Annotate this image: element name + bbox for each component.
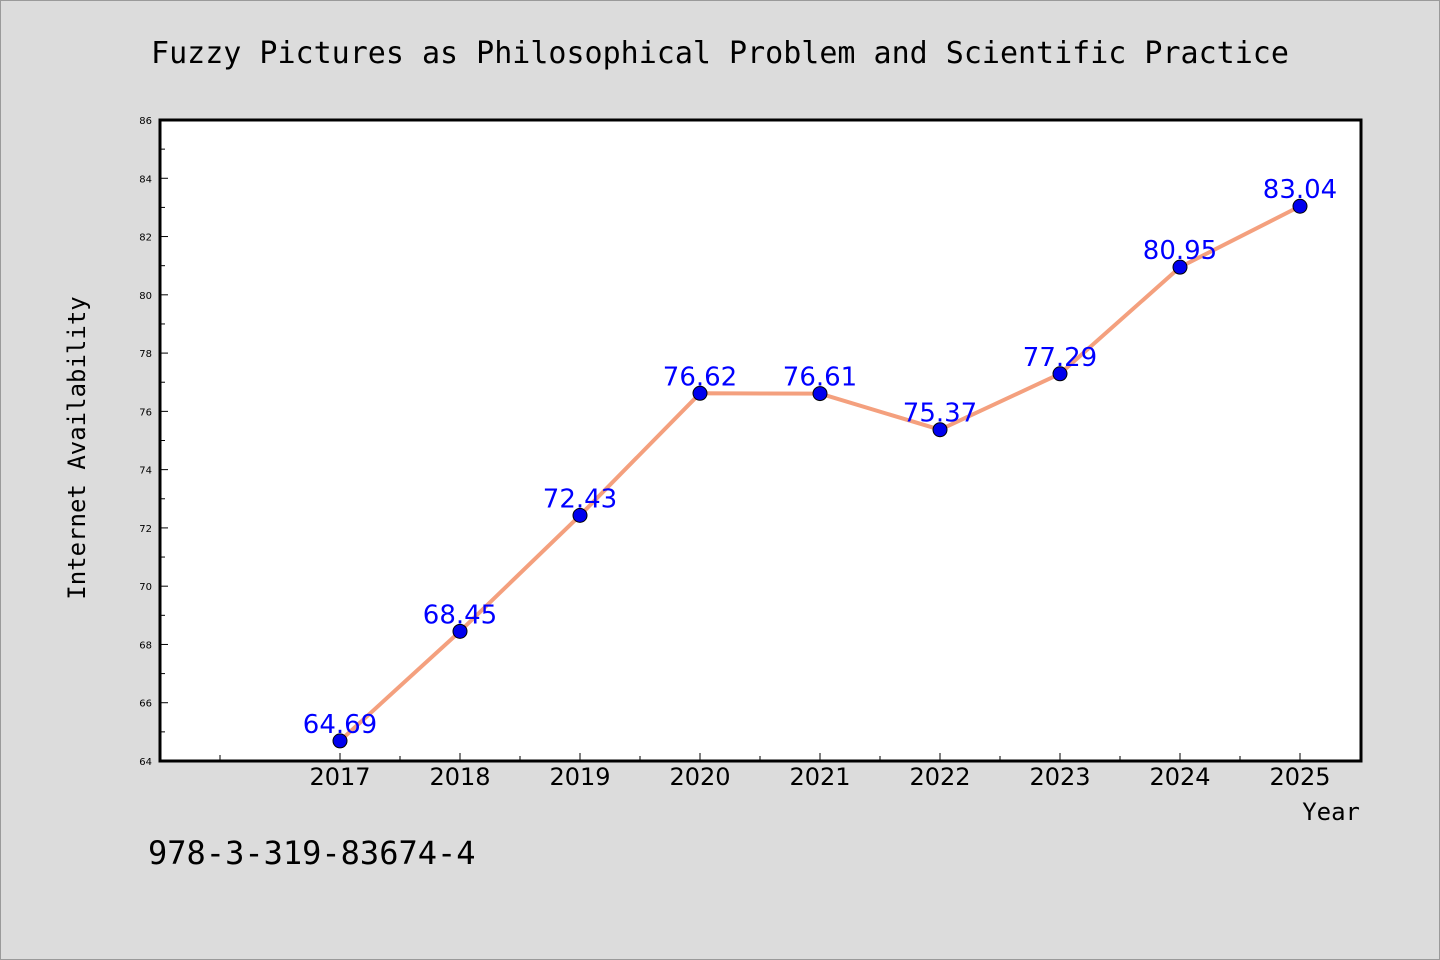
- y-tick-label: 76: [139, 407, 152, 418]
- data-point: [452, 623, 468, 639]
- isbn-text: 978-3-319-83674-4: [148, 834, 476, 872]
- data-label: 68.45: [423, 600, 497, 630]
- y-tick-label: 66: [139, 699, 152, 710]
- x-tick-label: 2019: [549, 763, 610, 791]
- data-label: 83.04: [1263, 175, 1337, 205]
- y-tick-label: 64: [139, 757, 152, 768]
- x-tick-label: 2025: [1269, 763, 1330, 791]
- x-axis: 2017 2018 2019 2020 2021 2022 2023 2024 2025: [219, 753, 1331, 791]
- x-tick-label: 2023: [1029, 763, 1090, 791]
- y-tick-label: 86: [139, 116, 152, 127]
- y-tick-label: 80: [139, 291, 152, 302]
- y-tick-label: 78: [139, 349, 152, 360]
- y-tick-label: 84: [139, 174, 152, 185]
- series-group: 64.69 68.45 72.43 76.62 76.61 75.37 77.29 80.95…: [303, 175, 1337, 749]
- y-tick-label: 68: [139, 640, 152, 651]
- x-tick-label: 2018: [429, 763, 490, 791]
- x-tick-label: 2020: [669, 763, 730, 791]
- data-label: 64.69: [303, 710, 377, 740]
- data-point: [332, 733, 348, 749]
- chart-title: Fuzzy Pictures as Philosophical Problem …: [151, 36, 1289, 71]
- data-point: [572, 507, 588, 523]
- x-tick-label: 2022: [909, 763, 970, 791]
- y-tick-label: 74: [139, 466, 152, 477]
- data-point: [932, 422, 948, 438]
- x-tick-label: 2024: [1149, 763, 1210, 791]
- data-point: [1172, 259, 1188, 275]
- data-label: 76.62: [663, 362, 737, 392]
- data-point: [692, 385, 708, 401]
- data-point: [812, 386, 828, 402]
- data-point: [1052, 366, 1068, 382]
- data-label: 77.29: [1023, 343, 1097, 373]
- plot-area: [158, 118, 1363, 763]
- x-axis-label: Year: [1302, 798, 1360, 826]
- x-tick-label: 2021: [789, 763, 850, 791]
- data-label: 72.43: [543, 484, 617, 514]
- y-axis: 64 66 68 70 72 74 76 78 80 82 84 86: [139, 116, 168, 768]
- y-tick-label: 72: [139, 524, 152, 535]
- y-axis-label: Internet Availability: [63, 296, 91, 599]
- x-tick-label: 2017: [309, 763, 370, 791]
- data-label: 76.61: [783, 363, 857, 393]
- data-label: 75.37: [903, 399, 977, 429]
- data-label: 80.95: [1143, 236, 1217, 266]
- y-tick-label: 70: [139, 582, 152, 593]
- data-point: [1292, 198, 1308, 214]
- y-tick-label: 82: [139, 233, 152, 244]
